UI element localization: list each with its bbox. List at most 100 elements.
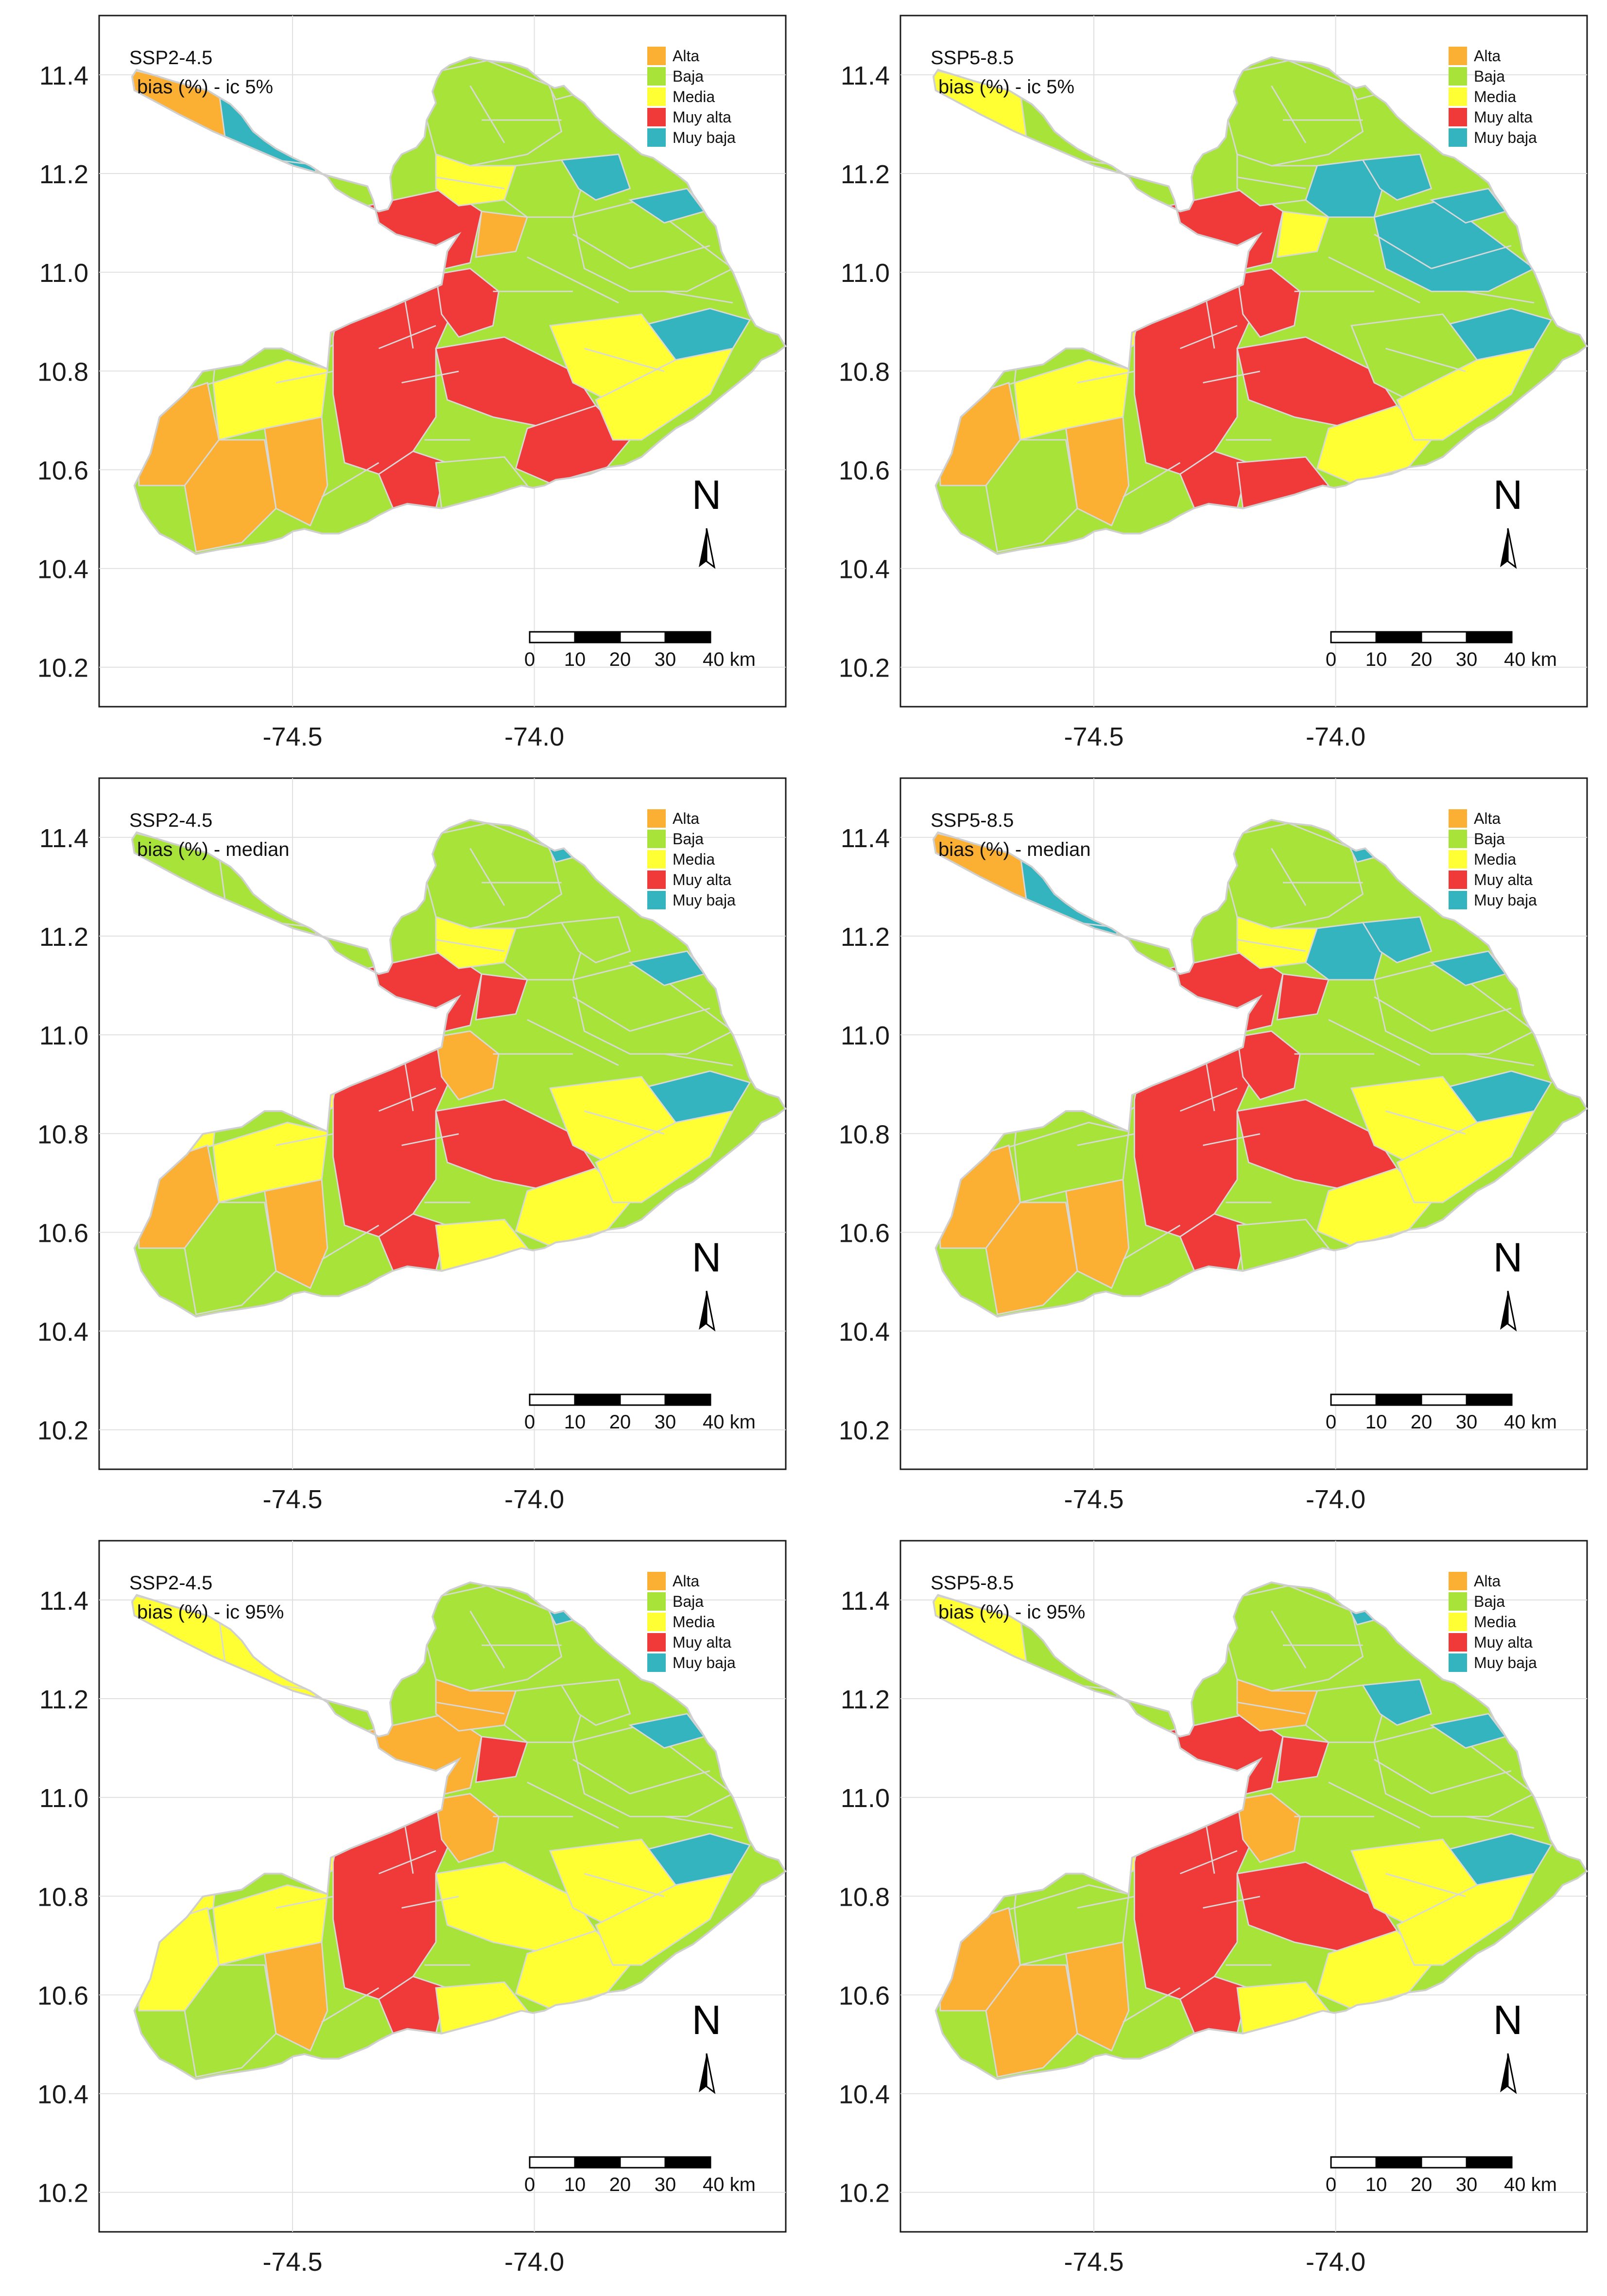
y-tick-label: 10.6: [839, 1218, 890, 1248]
boundary-line: [664, 1053, 733, 1066]
boundary-line: [1465, 1053, 1535, 1066]
legend: Alta Baja Media Muy alta Muy baja: [647, 809, 736, 909]
legend-swatch: [1449, 870, 1467, 889]
boundary-line: [321, 1224, 380, 1260]
legend-label: Muy baja: [1474, 1654, 1537, 1671]
boundary-line: [378, 325, 436, 349]
boundary-line: [527, 1781, 619, 1829]
scale-tick-label: 40 km: [1504, 2174, 1557, 2195]
legend-swatch: [1449, 128, 1467, 147]
boundary-line: [1077, 1896, 1135, 1909]
boundary-line: [469, 85, 505, 143]
municipality: [560, 916, 631, 964]
scale-tick-label: 20: [609, 2174, 631, 2195]
y-tick-label: 11.4: [39, 61, 88, 90]
boundary-line: [572, 996, 631, 1032]
y-tick-label: 10.2: [37, 1416, 88, 1445]
scale-tick-label: 0: [524, 1411, 535, 1433]
boundary-line: [527, 1019, 619, 1066]
north-label: N: [692, 1235, 722, 1280]
legend-swatch: [647, 87, 666, 106]
y-tick-label: 10.8: [839, 1120, 890, 1149]
y-tick-label: 11.0: [39, 259, 88, 288]
legend-swatch: [1449, 87, 1467, 106]
north-arrow-icon: N: [692, 1997, 721, 2094]
municipality: [1276, 210, 1330, 258]
y-tick-label: 11.2: [841, 160, 890, 189]
legend-swatch: [1449, 850, 1467, 869]
legend: Alta Baja Media Muy alta Muy baja: [1449, 1572, 1537, 1672]
scale-tick-label: 30: [1456, 1411, 1478, 1433]
boundary-line: [469, 848, 505, 906]
boundary-line: [630, 245, 710, 269]
department-outline: [932, 56, 1588, 555]
boundary-line: [1374, 996, 1432, 1032]
legend-label: Alta: [673, 47, 699, 65]
legend-label: Alta: [1474, 47, 1501, 65]
scale-tick-label: 0: [524, 649, 535, 670]
scale-tick-label: 0: [1326, 2174, 1336, 2195]
municipality: [595, 1873, 734, 1966]
panel-statistic: bias (%) - ic 95%: [137, 1601, 284, 1623]
legend-label: Media: [673, 1613, 715, 1631]
scale-tick-label: 20: [1411, 649, 1433, 670]
scale-tick-label: 20: [609, 649, 631, 670]
municipality: [1014, 1122, 1130, 1203]
y-tick-label: 11.4: [841, 824, 890, 853]
map-panel: 11.4 11.2 11.0 10.8 10.6 10.4 10.2 -74.5 -74.0 SS…: [839, 15, 1588, 751]
legend-swatch: [647, 1572, 666, 1590]
legend-swatch: [1449, 1572, 1467, 1590]
municipality: [1236, 1030, 1301, 1101]
legend-label: Media: [1474, 851, 1516, 868]
scale-tick-label: 10: [564, 2174, 586, 2195]
municipality: [1276, 1736, 1330, 1783]
map-panel: 11.4 11.2 11.0 10.8 10.6 10.4 10.2 -74.5 -74.0 SS…: [839, 777, 1588, 1514]
x-tick-label: -74.5: [262, 1485, 322, 1514]
boundary-line: [1271, 85, 1307, 143]
legend-swatch: [647, 1653, 666, 1672]
legend-swatch: [1449, 1653, 1467, 1672]
boundary-line: [1237, 1702, 1306, 1715]
legend-label: Muy alta: [673, 1634, 731, 1651]
boundary-line: [321, 462, 380, 498]
municipality: [1236, 1793, 1301, 1863]
y-tick-label: 11.4: [39, 824, 88, 853]
municipality: [595, 1110, 734, 1203]
scale-tick-label: 10: [564, 1411, 586, 1433]
legend-label: Media: [1474, 88, 1516, 105]
scale-bar: 0 10 20 30 40 km: [524, 631, 756, 670]
y-tick-label: 11.4: [841, 1586, 890, 1616]
legend-swatch: [647, 870, 666, 889]
municipality: [1362, 153, 1433, 201]
legend-swatch: [647, 128, 666, 147]
boundary-line: [1077, 370, 1135, 383]
legend-label: Baja: [673, 68, 704, 85]
y-tick-label: 10.2: [37, 2179, 88, 2208]
north-arrow-icon: N: [1493, 1235, 1522, 1332]
municipality: [475, 210, 528, 258]
y-tick-label: 11.2: [841, 922, 890, 952]
boundary-line: [378, 1087, 436, 1112]
legend-swatch: [647, 809, 666, 828]
legend-label: Alta: [1474, 1572, 1501, 1590]
legend-swatch: [647, 1613, 666, 1631]
scale-tick-label: 40 km: [1504, 1411, 1557, 1433]
y-tick-label: 11.4: [841, 61, 890, 90]
scale-tick-label: 40 km: [703, 649, 756, 670]
x-tick-label: -74.0: [504, 2247, 564, 2277]
panel-scenario: SSP5-8.5: [931, 1572, 1014, 1594]
municipality: [435, 268, 500, 338]
municipality: [1225, 822, 1364, 929]
boundary-line: [572, 233, 631, 269]
legend-label: Baja: [1474, 1593, 1505, 1610]
y-tick-label: 10.2: [839, 654, 890, 683]
boundary-line: [584, 1110, 665, 1135]
municipality: [1014, 1884, 1130, 1966]
y-tick-label: 10.4: [839, 1318, 890, 1347]
x-tick-label: -74.5: [262, 2247, 322, 2277]
legend-swatch: [1449, 67, 1467, 86]
north-label: N: [692, 472, 722, 518]
municipality: [595, 348, 734, 441]
legend-swatch: [1449, 1633, 1467, 1652]
